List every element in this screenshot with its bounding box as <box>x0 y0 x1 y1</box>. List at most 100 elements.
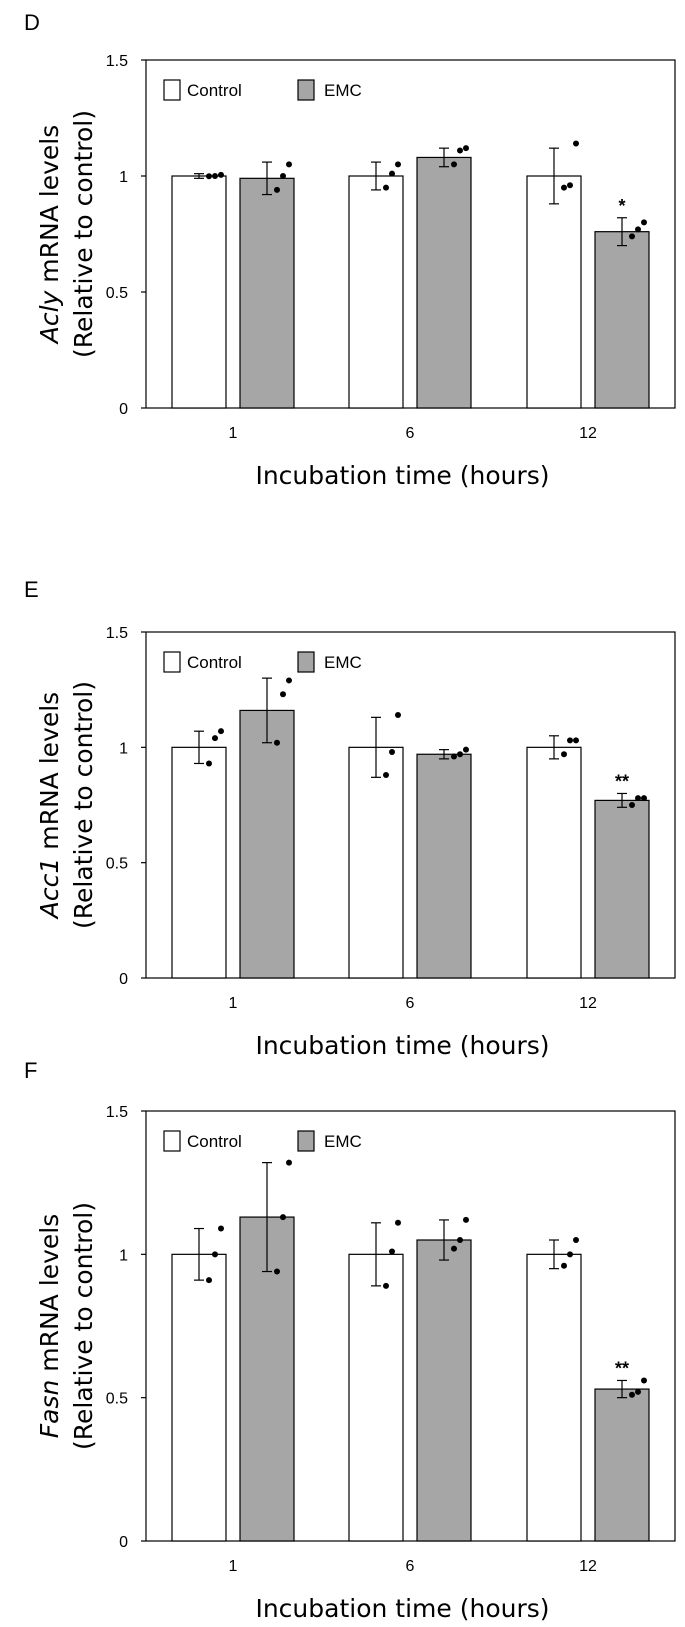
data-point <box>383 184 389 191</box>
data-point <box>463 1216 469 1223</box>
panel-letter: E <box>24 577 39 602</box>
y-axis-label-line2: (Relative to control) <box>69 110 98 358</box>
x-tick-label: 12 <box>579 1558 597 1575</box>
x-tick-label: 12 <box>579 995 597 1012</box>
data-point <box>567 182 573 189</box>
data-point <box>451 1245 457 1252</box>
data-point <box>463 145 469 152</box>
significance-marker: * <box>618 196 625 216</box>
data-point <box>629 802 635 808</box>
data-point <box>218 1225 224 1232</box>
bar-control-6h <box>348 746 404 979</box>
x-tick-label: 12 <box>579 425 597 442</box>
data-point <box>218 728 224 735</box>
y-tick-label: 1.5 <box>106 1104 128 1121</box>
data-point <box>212 173 218 179</box>
data-point <box>212 735 218 742</box>
legend-swatch-emc <box>297 651 315 673</box>
data-point <box>561 184 567 191</box>
data-point <box>383 1282 389 1289</box>
data-point <box>274 739 280 746</box>
data-point <box>451 161 457 168</box>
data-point <box>206 1277 212 1284</box>
y-tick-label: 1 <box>119 740 128 757</box>
y-tick-label: 1.5 <box>106 625 128 642</box>
y-axis-label: Acly mRNA levels <box>35 125 64 346</box>
legend-label-emc: EMC <box>324 1132 362 1151</box>
chart-panel-f: F 0 0.5 1 1.5 1 6 12 Incubation time (hours) Fasn… <box>24 1058 676 1623</box>
bar-emc-12h <box>594 799 650 979</box>
data-point <box>641 795 647 802</box>
y-tick-label: 0.5 <box>106 1391 128 1408</box>
bar-control-12h <box>526 746 582 979</box>
data-point <box>280 173 286 179</box>
y-tick-label: 0 <box>119 401 128 418</box>
legend-swatch-control <box>163 79 181 101</box>
y-tick-label: 0.5 <box>106 285 128 302</box>
plot-frame <box>145 631 676 979</box>
bar-control-6h <box>348 175 404 409</box>
legend-label-emc: EMC <box>324 81 362 100</box>
data-point <box>573 140 579 147</box>
data-point <box>567 1251 573 1258</box>
bar-emc-1h <box>239 177 295 409</box>
data-point <box>457 1237 463 1243</box>
data-point <box>389 748 395 755</box>
bar-control-1h <box>171 1253 227 1542</box>
data-point <box>212 1251 218 1258</box>
y-tick-label: 1 <box>119 169 128 186</box>
legend-swatch-control <box>163 1130 181 1152</box>
y-axis-gene-name: Acc1 <box>35 858 64 921</box>
x-tick-label: 6 <box>406 995 415 1012</box>
bar-control-6h <box>348 1253 404 1542</box>
chart-panel-e: E 0 0.5 1 1.5 1 6 12 Incubation time (hours) Acc1… <box>24 577 676 1060</box>
data-point <box>635 795 641 802</box>
x-tick-label: 1 <box>229 425 238 442</box>
data-point <box>457 751 463 758</box>
data-point <box>280 1214 286 1221</box>
data-point <box>280 691 286 698</box>
data-point <box>573 737 579 744</box>
data-point <box>389 1248 395 1255</box>
bar-control-1h <box>171 746 227 979</box>
legend-swatch-emc <box>297 79 315 101</box>
legend-label-control: Control <box>187 1132 242 1151</box>
data-point <box>274 1268 280 1275</box>
y-axis-label-line2: (Relative to control) <box>69 1202 98 1450</box>
x-axis-label: Incubation time (hours) <box>255 1594 549 1623</box>
data-point <box>395 712 401 719</box>
significance-marker: ** <box>615 771 629 791</box>
bar-emc-6h <box>416 156 472 409</box>
panel-letter: F <box>24 1058 37 1083</box>
chart-panel-d: D 0 0.5 1 1.5 1 6 12 Incubation time (hours) Acly… <box>24 10 676 490</box>
y-tick-label: 1.5 <box>106 53 128 70</box>
bar-emc-6h <box>416 1239 472 1542</box>
data-point <box>395 1219 401 1226</box>
legend-swatch-emc <box>297 1130 315 1152</box>
legend-swatch-control <box>163 651 181 673</box>
data-point <box>286 1159 292 1166</box>
data-point <box>567 737 573 744</box>
y-axis-gene-name: Acly <box>35 289 64 345</box>
y-tick-label: 0 <box>119 971 128 988</box>
plot-frame <box>145 59 676 409</box>
data-point <box>641 219 647 226</box>
data-point <box>286 677 292 684</box>
panel-letter: D <box>24 10 40 35</box>
data-point <box>635 226 641 233</box>
legend-label-control: Control <box>187 653 242 672</box>
data-point <box>641 1377 647 1384</box>
y-axis-label: Fasn mRNA levels <box>35 1214 64 1438</box>
data-point <box>463 746 469 753</box>
y-axis-gene-name: Fasn <box>35 1380 64 1439</box>
y-axis-label-rest: mRNA levels <box>35 1214 64 1380</box>
x-axis-label: Incubation time (hours) <box>255 461 549 490</box>
y-tick-label: 0 <box>119 1534 128 1551</box>
x-axis-label: Incubation time (hours) <box>255 1031 549 1060</box>
x-tick-label: 6 <box>406 1558 415 1575</box>
data-point <box>561 751 567 758</box>
legend-label-control: Control <box>187 81 242 100</box>
x-tick-label: 1 <box>229 1558 238 1575</box>
bar-emc-1h <box>239 709 295 979</box>
